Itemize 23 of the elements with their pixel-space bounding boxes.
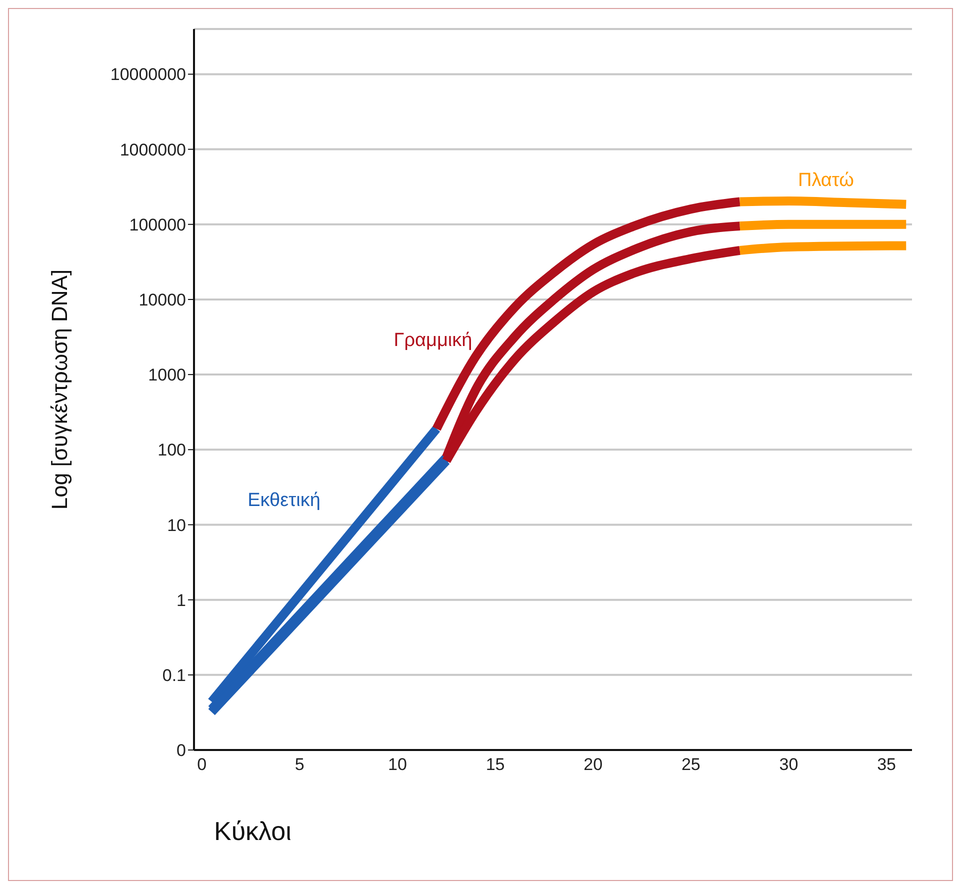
- y-tick-label: 10000000: [110, 65, 186, 84]
- y-tick-label: 10: [167, 516, 186, 535]
- y-tick-label: 1000: [148, 366, 186, 385]
- y-axis-title: Log [συγκέντρωση DNA]: [46, 269, 72, 510]
- y-tick-label: 10000: [138, 290, 186, 310]
- y-tick-label: 0.1: [162, 666, 186, 685]
- x-tick-label: 30: [779, 755, 798, 774]
- x-tick-label: 15: [486, 755, 505, 774]
- x-tick-label: 5: [294, 755, 304, 774]
- y-tick-label: 100000: [129, 215, 186, 234]
- annotation: Πλατώ: [798, 170, 854, 192]
- x-tick-label: 20: [584, 755, 603, 774]
- y-tick-label: 1: [176, 590, 186, 610]
- x-tick-label: 35: [877, 755, 896, 774]
- annotation: Εκθετική: [248, 490, 320, 512]
- x-tick-label: 10: [388, 755, 407, 774]
- x-axis-title: Κύκλοι: [214, 816, 292, 846]
- y-tick-label: 0: [176, 741, 186, 760]
- x-tick-label: 25: [681, 755, 700, 774]
- y-tick-label: 100: [158, 440, 186, 460]
- x-tick-label: 0: [197, 755, 207, 774]
- y-tick-label: 1000000: [120, 140, 186, 160]
- annotation: Γραμμική: [394, 330, 472, 352]
